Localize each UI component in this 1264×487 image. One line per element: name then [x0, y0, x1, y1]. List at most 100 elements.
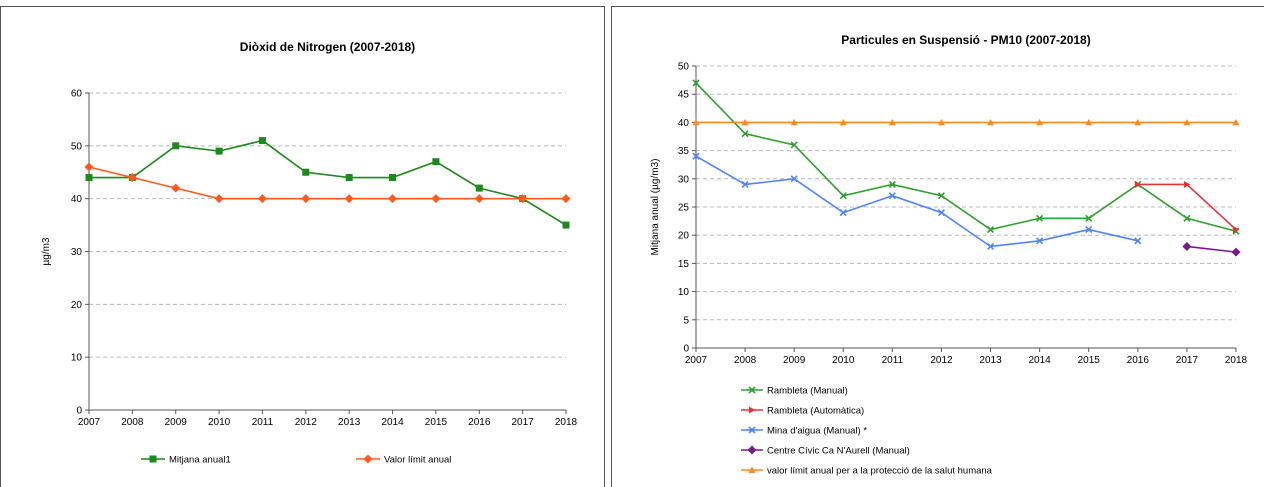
legend-label: Rambleta (Manual) [767, 386, 848, 397]
data-point [214, 194, 224, 204]
x-tick-label: 2011 [252, 417, 274, 428]
x-tick-label: 2018 [555, 417, 578, 428]
y-tick-label: 15 [678, 259, 690, 270]
y-tick-label: 0 [683, 344, 689, 355]
x-tick-label: 2008 [734, 355, 757, 366]
data-point [1036, 237, 1044, 245]
data-point [302, 168, 310, 176]
data-point [1036, 214, 1044, 222]
chart-title: Particules en Suspensió - PM10 (2007-201… [841, 33, 1090, 47]
x-tick-label: 2014 [381, 417, 404, 428]
data-point [475, 184, 483, 192]
data-point [741, 118, 749, 126]
data-point [987, 118, 995, 126]
legend-label: Rambleta (Automàtica) [767, 406, 864, 417]
series-0 [692, 79, 1240, 235]
data-point [888, 192, 896, 200]
data-point [839, 209, 847, 217]
no2-chart: Diòxid de Nitrogen (2007-2018) 0 10 20 30 40 5… [41, 40, 578, 466]
data-point [692, 79, 700, 87]
y-tick-label: 20 [678, 231, 690, 242]
data-point [1134, 118, 1142, 126]
x-tick-label: 2011 [882, 355, 904, 366]
y-tick-label: 5 [683, 315, 689, 326]
data-point [790, 141, 798, 149]
data-point [692, 118, 700, 126]
data-point [431, 194, 441, 204]
data-point [389, 174, 397, 182]
legend-swatch-marker [149, 455, 157, 463]
data-point [301, 194, 311, 204]
x-tick-label: 2012 [930, 355, 953, 366]
data-point [562, 221, 570, 229]
legend-label: valor límit anual per a la protecció de … [767, 466, 993, 477]
data-point [1036, 118, 1044, 126]
y-tick-label: 10 [71, 353, 83, 364]
data-point [432, 158, 440, 166]
chart-panel-pm10: Particules en Suspensió - PM10 (2007-201… [611, 6, 1264, 487]
y-tick-label: 40 [71, 194, 83, 205]
data-point [1231, 247, 1241, 257]
data-point [790, 118, 798, 126]
y-tick-label: 10 [678, 287, 690, 298]
data-point [258, 137, 266, 145]
legend-swatch-marker [748, 386, 756, 394]
data-point [1085, 214, 1093, 222]
series-0 [85, 137, 570, 229]
data-point [474, 194, 484, 204]
x-tick-label: 2009 [165, 417, 188, 428]
data-point [1233, 226, 1240, 234]
data-point [257, 194, 267, 204]
data-point [561, 194, 571, 204]
y-tick-label: 0 [76, 406, 82, 417]
data-point [172, 142, 180, 150]
chart-title: Diòxid de Nitrogen (2007-2018) [240, 40, 415, 54]
x-tick-label: 2015 [1078, 355, 1101, 366]
data-point [741, 180, 749, 189]
data-point [1232, 118, 1240, 126]
legend-swatch-marker [363, 454, 373, 464]
y-tick-label: 40 [678, 118, 690, 129]
data-point [1183, 180, 1191, 188]
data-point [1183, 214, 1191, 222]
series-2 [692, 152, 1142, 251]
x-tick-label: 2012 [295, 417, 318, 428]
data-point [692, 152, 700, 160]
data-point [1183, 118, 1191, 126]
legend-swatch-marker [748, 466, 756, 473]
y-tick-label: 25 [678, 203, 690, 214]
x-tick-label: 2014 [1029, 355, 1052, 366]
data-point [84, 162, 94, 172]
data-point [888, 118, 896, 126]
x-tick-label: 2007 [78, 417, 101, 428]
x-tick-label: 2015 [425, 417, 448, 428]
legend-swatch-marker [748, 426, 756, 434]
series-line [695, 155, 1138, 248]
x-tick-label: 2017 [512, 417, 535, 428]
legend-swatch-marker [749, 406, 756, 414]
data-point [1085, 118, 1093, 126]
y-tick-label: 30 [71, 247, 83, 258]
chart-panel-no2: Diòxid de Nitrogen (2007-2018) 0 10 20 30 40 5… [0, 6, 605, 487]
data-point [344, 194, 354, 204]
data-point [1182, 241, 1192, 251]
x-tick-label: 2017 [1176, 355, 1199, 366]
legend-label: Mina d'aigua (Manual) * [767, 426, 867, 437]
pm10-chart: Particules en Suspensió - PM10 (2007-201… [650, 33, 1248, 477]
legend-label: Valor límit anual [384, 455, 451, 466]
data-point [518, 194, 528, 204]
y-axis-label: Mitjana anual (µg/m3) [650, 159, 661, 256]
y-tick-label: 50 [71, 141, 83, 152]
legend-swatch-marker [747, 445, 757, 455]
series-4 [692, 118, 1240, 126]
y-tick-label: 50 [678, 62, 690, 73]
y-tick-label: 35 [678, 146, 690, 157]
y-tick-label: 45 [678, 90, 690, 101]
data-point [790, 175, 798, 183]
x-tick-label: 2013 [979, 355, 1002, 366]
y-tick-label: 60 [71, 89, 83, 100]
legend-label: Mitjana anual1 [169, 455, 231, 466]
data-point [85, 174, 93, 182]
x-tick-label: 2016 [468, 417, 491, 428]
series-1 [84, 162, 571, 204]
